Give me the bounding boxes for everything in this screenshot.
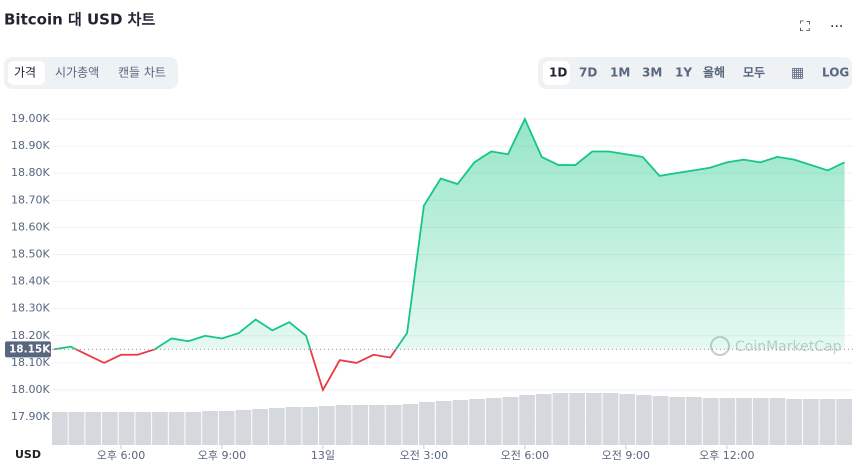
range-active (543, 61, 570, 85)
volume-bar (369, 405, 385, 445)
range-button[interactable]: 7D (579, 66, 597, 80)
volume-bar (319, 406, 335, 445)
volume-bar (736, 398, 752, 445)
volume-bar (469, 399, 485, 445)
y-tick-label: 18.70K (11, 193, 50, 206)
volume-bar (152, 412, 168, 445)
y-tick-label: 18.40K (11, 275, 50, 288)
tab[interactable]: 캔들 차트 (118, 66, 166, 80)
volume-bar (786, 399, 802, 445)
volume-bar (452, 400, 469, 445)
volume-bar (535, 394, 552, 445)
volume-bar (719, 398, 736, 445)
volume-bar (435, 401, 452, 445)
volume-bar (252, 409, 268, 445)
x-tick-label: 오전 6:00 (501, 449, 549, 462)
range-button[interactable]: 올해 (703, 66, 725, 80)
volume-bar (52, 412, 68, 445)
range-button[interactable]: 1D (549, 66, 567, 80)
range-button[interactable]: 모두 (743, 66, 765, 80)
volume-bar (68, 412, 85, 445)
volume-bar (652, 396, 669, 445)
tab[interactable]: 시가총액 (55, 66, 99, 80)
x-tick-label: 오후 12:00 (699, 449, 754, 462)
range-button[interactable]: LOG (822, 66, 849, 80)
volume-bar (385, 405, 402, 445)
volume-bar (569, 393, 585, 445)
title: Bitcoin 대 USD 차트 (4, 11, 155, 29)
x-tick-label: 13일 (311, 448, 335, 462)
range-button[interactable]: 3M (642, 66, 662, 80)
x-tick-label: 오후 9:00 (198, 449, 246, 462)
volume-bar (335, 405, 352, 445)
y-unit: USD (15, 448, 41, 461)
volume-bar (402, 404, 419, 445)
volume-bar (602, 393, 619, 445)
volume-bar (586, 393, 602, 445)
y-tick-label: 18.00K (11, 383, 50, 396)
y-tick-label: 18.50K (11, 247, 50, 260)
volume-bar (168, 412, 185, 445)
y-tick-label: 17.90K (11, 410, 50, 423)
volume-bar (118, 412, 135, 445)
x-tick-label: 오전 3:00 (400, 449, 448, 462)
volume-bar (185, 412, 202, 445)
volume-bar (552, 393, 569, 445)
tab[interactable]: 가격 (14, 66, 36, 80)
y-tick-label: 18.10K (11, 356, 50, 369)
x-tick-label: 오전 9:00 (602, 449, 650, 462)
volume-bar (702, 398, 719, 445)
reference-label: 18.15K (9, 343, 51, 355)
x-tick-label: 오후 6:00 (97, 449, 145, 462)
volume-bar (102, 412, 118, 445)
volume-bar (636, 395, 652, 445)
volume-bar (686, 397, 702, 445)
range-button[interactable]: 1M (610, 66, 630, 80)
y-tick-label: 18.60K (11, 220, 50, 233)
volume-bar (752, 398, 769, 445)
fullscreen-icon[interactable]: ⛶ (800, 19, 810, 35)
volume-bar (669, 397, 686, 445)
y-tick-label: 18.80K (11, 166, 50, 179)
range-button[interactable]: 1Y (675, 66, 692, 80)
volume-bar (285, 407, 302, 445)
volume-bar (419, 402, 435, 445)
volume-bar (502, 397, 519, 445)
volume-bar (202, 411, 218, 445)
volume-bar (819, 399, 836, 445)
y-tick-label: 18.90K (11, 139, 50, 152)
more-icon[interactable]: ··· (830, 19, 843, 35)
price-area (53, 118, 845, 350)
price-line-up (53, 116, 845, 350)
volume-bar (235, 410, 252, 445)
calendar-icon[interactable]: ▦ (791, 65, 804, 81)
y-tick-label: 18.20K (11, 329, 50, 342)
y-tick-label: 18.30K (11, 302, 50, 315)
tab-group (4, 57, 178, 89)
volume-bar (836, 399, 852, 445)
volume-bar (802, 399, 819, 445)
volume-bar (302, 407, 318, 445)
reference-box (5, 341, 51, 358)
volume-bar (268, 408, 285, 445)
volume-bar (519, 395, 535, 445)
volume-bar (485, 398, 502, 445)
volume-bar (769, 398, 786, 445)
volume-bar (619, 394, 636, 445)
range-group (538, 57, 852, 89)
tab-active (8, 61, 45, 85)
volume-bar (218, 411, 235, 445)
y-tick-label: 19.00K (11, 112, 50, 125)
volume-bar (85, 412, 102, 445)
volume-bar (135, 412, 152, 445)
volume-bar (352, 405, 369, 445)
